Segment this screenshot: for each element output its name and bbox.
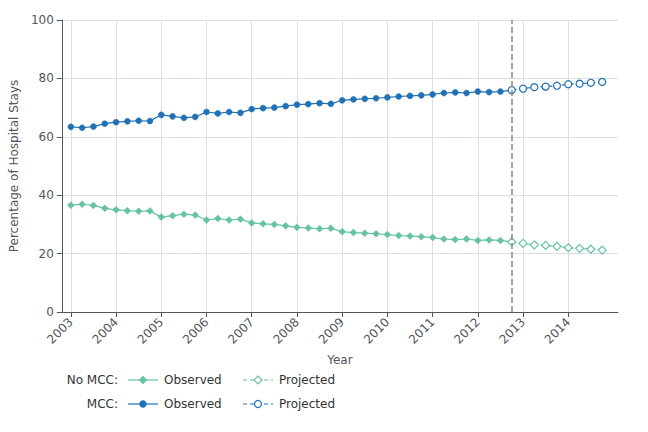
svg-text:2012: 2012 [451,315,482,346]
svg-text:Projected: Projected [279,397,335,411]
svg-text:2011: 2011 [406,315,437,346]
svg-text:2003: 2003 [44,315,75,346]
svg-text:2008: 2008 [270,315,301,346]
svg-text:100: 100 [31,13,54,27]
svg-text:Observed: Observed [164,397,222,411]
svg-text:Percentage of Hospital Stays: Percentage of Hospital Stays [7,80,21,253]
svg-text:2013: 2013 [497,315,528,346]
svg-text:60: 60 [39,130,54,144]
svg-text:Observed: Observed [164,373,222,387]
svg-text:No MCC:: No MCC: [67,373,118,387]
svg-text:2004: 2004 [90,315,121,346]
svg-text:20: 20 [39,247,54,261]
svg-text:2007: 2007 [225,315,256,346]
svg-text:2014: 2014 [542,315,573,346]
svg-text:Year: Year [326,353,352,367]
svg-text:2006: 2006 [180,315,211,346]
svg-text:0: 0 [46,305,54,319]
svg-text:40: 40 [39,188,54,202]
svg-text:Projected: Projected [279,373,335,387]
svg-text:2010: 2010 [361,315,392,346]
svg-text:2009: 2009 [316,315,347,346]
svg-text:MCC:: MCC: [87,397,118,411]
svg-text:2005: 2005 [135,315,166,346]
svg-text:80: 80 [39,71,54,85]
